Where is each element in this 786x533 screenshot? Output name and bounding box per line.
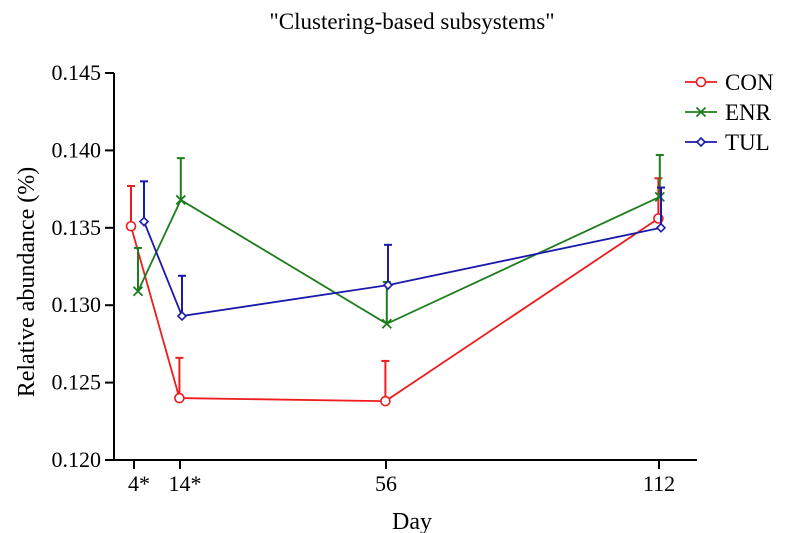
- series-enr: [132, 154, 665, 329]
- data-point: [380, 395, 391, 407]
- data-point: [654, 191, 665, 202]
- x-tick-label: 14*: [169, 471, 202, 496]
- y-tick-label: 0.130: [52, 292, 102, 317]
- x-tick-label: 56: [375, 471, 397, 496]
- data-point: [655, 222, 667, 233]
- legend-label: TUL: [725, 130, 770, 155]
- legend-label: ENR: [725, 100, 772, 125]
- legend: CON ENR TUL: [685, 70, 774, 155]
- legend-item-con: CON: [685, 70, 774, 95]
- y-tick-label: 0.120: [52, 447, 102, 472]
- x-axis: 4* 14* 56 112: [114, 459, 697, 496]
- legend-swatch-marker: [695, 136, 707, 148]
- x-axis-label: Day: [392, 509, 432, 533]
- legend-item-tul: TUL: [685, 130, 770, 155]
- plot-layer: [125, 154, 667, 407]
- series-line: [130, 217, 659, 403]
- data-point: [125, 220, 137, 232]
- legend-swatch-marker: [695, 106, 707, 118]
- y-tick-label: 0.140: [52, 137, 102, 162]
- series-con: [125, 177, 664, 407]
- series-line: [137, 196, 661, 325]
- x-tick-label: 112: [643, 471, 675, 496]
- y-tick-label: 0.125: [52, 370, 102, 395]
- data-point: [175, 194, 186, 206]
- y-axis-label: Relative abundance (%): [14, 167, 40, 398]
- legend-item-enr: ENR: [685, 100, 772, 125]
- series-line: [143, 221, 662, 318]
- data-point: [138, 216, 150, 227]
- legend-swatch-marker: [695, 76, 707, 88]
- data-point: [176, 310, 188, 322]
- legend-label: CON: [725, 70, 774, 95]
- data-point: [381, 318, 392, 329]
- y-axis: 0.120 0.125 0.130 0.135 0.140 0.145: [52, 60, 115, 472]
- x-tick-label: 4*: [128, 471, 150, 496]
- chart-title: "Clustering-based subsystems": [269, 9, 554, 34]
- data-point: [174, 392, 185, 404]
- data-point: [382, 279, 394, 291]
- data-point: [132, 286, 144, 297]
- y-tick-label: 0.145: [52, 60, 102, 85]
- y-tick-label: 0.135: [52, 215, 102, 240]
- series-tul: [138, 180, 667, 322]
